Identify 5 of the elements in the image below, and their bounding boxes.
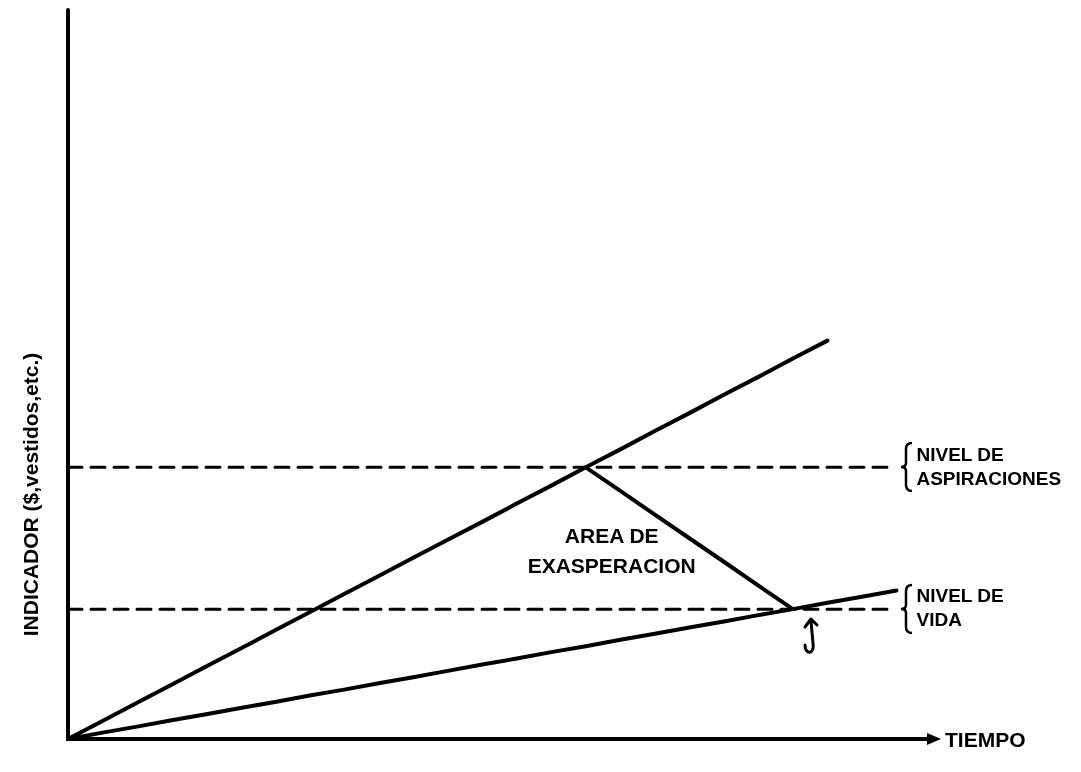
y-axis-title: INDICADOR ($,vestidos,etc.) — [18, 352, 42, 637]
ref-line-label: NIVEL DE VIDA — [916, 585, 1004, 631]
annotation: AREA DE EXASPERACION — [527, 523, 696, 577]
ref-line-label: NIVEL DE ASPIRACIONES — [916, 443, 1062, 489]
x-axis-title: TIEMPO — [945, 727, 1026, 751]
